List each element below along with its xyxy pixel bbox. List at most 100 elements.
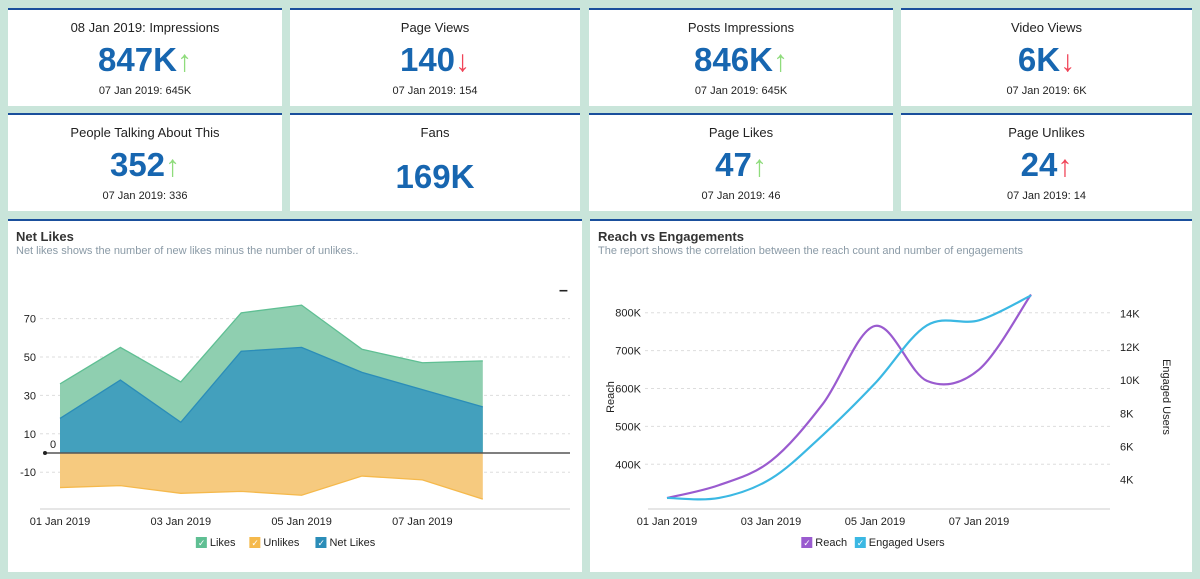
x-tick-label: 05 Jan 2019 [271,516,332,528]
y2-tick-label: 6K [1120,442,1134,454]
legend-checkbox-icon [801,537,813,548]
y2-axis-title: Engaged Users [1160,359,1172,435]
check-icon: ✓ [251,538,259,548]
check-icon: ✓ [198,538,206,548]
reach-chart: 800K 700K 600K 500K 400K 14K 12K 10K 8K 6K 4K Reach… [605,293,1172,549]
trend-up-arrow-icon: ↑ [165,150,181,183]
net-likes-panel: Net Likes Net likes shows the number of … [8,219,582,572]
line-net-likes [59,346,483,424]
y2-tick-label: 14K [1120,309,1140,321]
x-tick-label: 05 Jan 2019 [845,516,906,528]
kpi-card[interactable]: Fans 169K [290,113,580,211]
legend-label: Likes [210,537,236,549]
panel-subtitle: Net likes shows the number of new likes … [16,245,359,257]
legend-checkbox-icon [854,537,866,548]
kpi-card[interactable]: Page Unlikes 24↑ 07 Jan 2019: 14 [901,113,1192,211]
kpi-value: 169K [290,158,580,198]
kpi-number: 6K [1017,41,1061,78]
legend-label: Unlikes [263,537,300,549]
x-tick-label: 07 Jan 2019 [392,516,453,528]
panel-title: Net Likes [16,229,74,244]
legend-label: Engaged Users [869,537,945,549]
legend-checkbox-icon [195,537,207,548]
x-tick-label: 01 Jan 2019 [637,516,698,528]
kpi-number: 169K [395,158,475,195]
x-tick-label: 07 Jan 2019 [949,516,1010,528]
y-tick-label: 700K [615,346,641,358]
line-unlikes [59,475,483,500]
legend-item-likes[interactable]: ✓ Likes [195,537,236,549]
kpi-card[interactable]: People Talking About This 352↑ 07 Jan 20… [8,113,282,211]
kpi-title: Page Unlikes [1008,125,1085,140]
kpi-card[interactable]: Page Likes 47↑ 07 Jan 2019: 46 [589,113,893,211]
legend-item-engaged-users[interactable]: ✓ Engaged Users [854,537,945,549]
kpi-number: 24 [1020,146,1058,183]
legend-item-reach[interactable]: ✓ Reach [801,537,847,549]
trend-down-arrow-icon: ↓ [455,45,471,78]
trend-up-arrow-icon: ↑ [176,45,192,78]
area-unlikes [60,453,483,500]
kpi-card[interactable]: Posts Impressions 846K↑ 07 Jan 2019: 645… [589,8,893,106]
kpi-previous: 07 Jan 2019: 6K [1006,85,1087,97]
trend-down-arrow-icon: ↓ [1060,45,1076,78]
kpi-previous: 07 Jan 2019: 645K [694,85,788,97]
legend-checkbox-icon [315,537,327,548]
y-tick-label: 10 [24,429,36,441]
kpi-value: 847K↑ [8,41,282,81]
y-tick-label: 500K [615,421,641,433]
zero-label: 0 [50,439,56,451]
kpi-value: 24↑ [901,146,1192,186]
kpi-number: 47 [715,146,752,183]
legend-label: Net Likes [329,537,375,549]
trend-up-arrow-icon: ↑ [772,45,788,78]
kpi-number: 847K [98,41,177,78]
y-tick-label: 70 [24,314,36,326]
check-icon: ✓ [317,538,325,548]
kpi-title: Video Views [1010,20,1083,35]
kpi-card[interactable]: Video Views 6K↓ 07 Jan 2019: 6K [901,8,1192,106]
y2-tick-label: 12K [1120,342,1140,354]
kpi-title: Fans [420,125,450,140]
line-reach [666,293,1032,500]
panel-title: Reach vs Engagements [598,229,744,244]
kpi-value: 352↑ [8,146,282,186]
legend-checkbox-icon [249,537,261,548]
kpi-title: 08 Jan 2019: Impressions [70,20,220,35]
y-tick-label: 30 [24,390,36,402]
line-likes [59,304,483,385]
x-tick-label: 01 Jan 2019 [30,516,91,528]
y-tick-label: -10 [20,467,36,479]
y-tick-label: 400K [615,459,641,471]
x-tick-label: 03 Jan 2019 [741,516,802,528]
y-tick-label: 800K [615,308,641,320]
x-tick-label: 03 Jan 2019 [151,516,212,528]
trend-up-arrow-icon: ↑ [1057,150,1073,183]
kpi-title: Page Views [400,20,470,35]
kpi-value: 6K↓ [901,41,1192,81]
y2-tick-label: 8K [1120,408,1134,420]
collapse-button[interactable]: – [559,282,568,299]
kpi-number: 846K [694,41,773,78]
kpi-previous: 07 Jan 2019: 154 [392,85,478,97]
kpi-previous: 07 Jan 2019: 14 [1007,190,1086,202]
kpi-card[interactable]: Page Views 140↓ 07 Jan 2019: 154 [290,8,580,106]
legend-item-unlikes[interactable]: ✓ Unlikes [249,537,300,549]
legend-item-net-likes[interactable]: ✓ Net Likes [315,537,376,549]
kpi-value: 846K↑ [589,41,893,81]
kpi-value: 47↑ [589,146,893,186]
area-net-likes [60,347,483,453]
kpi-title: People Talking About This [70,125,220,140]
y2-tick-label: 10K [1120,375,1140,387]
y-axis-title: Reach [605,381,617,413]
trend-up-arrow-icon: ↑ [751,150,767,183]
check-icon: ✓ [803,538,811,548]
kpi-number: 352 [109,146,166,183]
kpi-value: 140↓ [290,41,580,81]
kpi-title: Page Likes [708,125,774,140]
panel-subtitle: The report shows the correlation between… [598,245,1023,257]
legend-label: Reach [815,537,847,549]
kpi-card[interactable]: 08 Jan 2019: Impressions 847K↑ 07 Jan 20… [8,8,282,106]
kpi-number: 140 [399,41,456,78]
check-icon: ✓ [857,538,865,548]
kpi-previous: 07 Jan 2019: 336 [102,190,188,202]
